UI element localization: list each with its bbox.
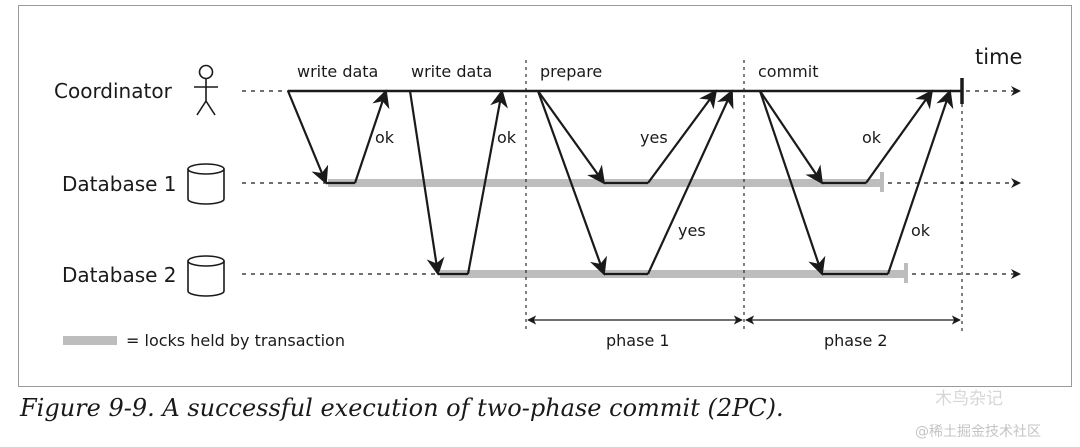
arrow-yes-db1 — [647, 89, 718, 184]
arrow-commit-db2 — [758, 90, 826, 276]
phase2-label: phase 2 — [824, 331, 888, 350]
phase-separators — [525, 60, 963, 332]
figure-caption: Figure 9-9. A successful execution of tw… — [20, 394, 784, 422]
label-yes-db2: yes — [678, 221, 706, 240]
arrow-ok-db1-write — [353, 89, 390, 184]
label-ok-db2-write: ok — [497, 128, 517, 147]
database2-cylinder-icon — [187, 255, 225, 297]
label-write-data-1: write data — [297, 62, 378, 81]
arrow-ok-db1-commit — [865, 89, 934, 184]
phase1-label: phase 1 — [606, 331, 670, 350]
watermark-secondary: @稀土掘金技术社区 — [915, 424, 1041, 440]
time-label: time — [975, 45, 1022, 69]
label-prepare: prepare — [540, 62, 602, 81]
label-ok-db2-commit: ok — [911, 221, 931, 240]
database2-label: Database 2 — [62, 263, 177, 287]
watermark-primary: 木鸟杂记 — [935, 389, 1003, 409]
coordinator-person-icon — [194, 64, 218, 116]
arrow-ok-db2-write — [466, 89, 508, 275]
arrow-prepare-db1 — [537, 90, 606, 185]
arrow-yes-db2 — [647, 89, 734, 275]
coordinator-timeline — [242, 78, 1021, 104]
label-yes-db1: yes — [640, 128, 668, 147]
label-ok-db1-write: ok — [375, 128, 395, 147]
label-write-data-2: write data — [411, 62, 492, 81]
label-ok-db1-commit: ok — [862, 128, 882, 147]
arrow-write-data-db1 — [286, 90, 329, 185]
arrow-commit-db1 — [759, 90, 824, 185]
arrow-write-data-db2 — [408, 90, 445, 276]
coordinator-label: Coordinator — [54, 79, 173, 103]
label-commit: commit — [758, 62, 818, 81]
database1-label: Database 1 — [62, 172, 177, 196]
lock-bar-database2 — [440, 263, 908, 283]
database1-cylinder-icon — [187, 163, 225, 205]
arrow-ok-db2-commit — [886, 89, 954, 275]
legend-text: = locks held by transaction — [126, 331, 345, 350]
legend-lock-swatch — [63, 336, 117, 345]
arrow-prepare-db2 — [536, 90, 607, 276]
